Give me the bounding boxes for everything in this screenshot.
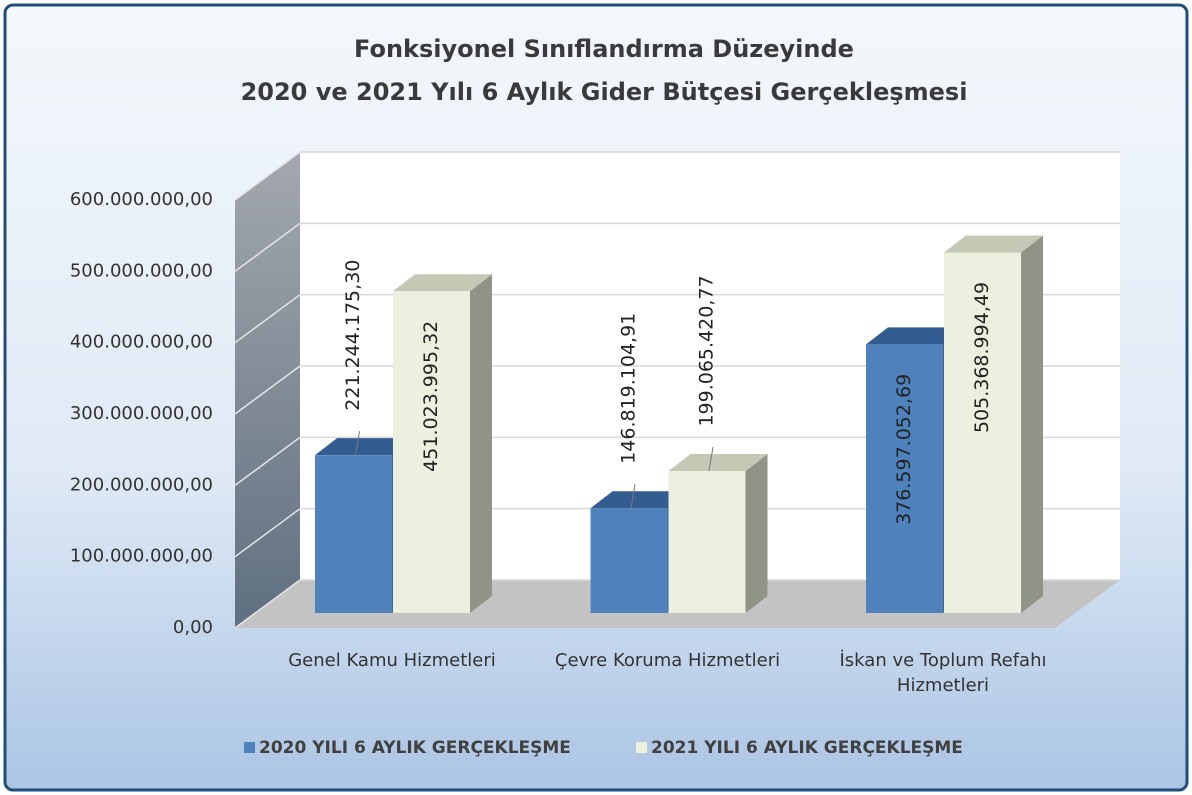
y-tick-label: 400.000.000,00 xyxy=(70,332,213,353)
legend-swatch xyxy=(244,742,255,753)
bar-side xyxy=(745,454,768,613)
legend-swatch xyxy=(636,742,647,753)
grid-line xyxy=(234,508,301,558)
data-label: 146.819.104,91 xyxy=(618,313,640,464)
x-tick-label: Genel Kamu Hizmetleri xyxy=(288,650,496,671)
x-tick-label: İskan ve Toplum Refahı Hizmetleri xyxy=(839,650,1047,696)
bar xyxy=(944,252,1021,613)
grid-line xyxy=(234,579,301,629)
bar-side xyxy=(1021,235,1043,613)
bar-top xyxy=(944,235,1043,253)
y-tick-label: 200.000.000,00 xyxy=(70,474,213,495)
bar xyxy=(668,471,746,613)
data-label: 199.065.420,77 xyxy=(696,275,718,426)
legend-label: 2020 YILI 6 AYLIK GERÇEKLEŞME xyxy=(259,738,571,758)
y-tick-label: 300.000.000,00 xyxy=(70,403,213,424)
leader-line xyxy=(708,446,714,472)
chart-title: Fonksiyonel Sınıflandırma Düzeyinde xyxy=(354,35,854,63)
bar xyxy=(393,291,470,613)
grid-line xyxy=(234,222,301,272)
bar-top xyxy=(315,438,414,456)
grid-line xyxy=(234,365,301,415)
y-tick-label: 600.000.000,00 xyxy=(70,189,213,210)
grid-line xyxy=(234,294,301,344)
y-tick-label: 0,00 xyxy=(173,617,213,638)
bar-top xyxy=(590,491,690,509)
grid-line xyxy=(234,151,301,201)
bar-top xyxy=(668,454,768,471)
bar xyxy=(315,455,392,613)
grid-line xyxy=(234,436,301,486)
bar-top xyxy=(866,327,965,345)
bar-side xyxy=(470,274,492,613)
leader-line xyxy=(355,431,360,456)
data-label: 451.023.995,32 xyxy=(420,321,442,472)
data-label: 505.368.994,49 xyxy=(971,282,993,433)
data-label: 376.597.052,69 xyxy=(893,374,915,525)
data-label: 221.244.175,30 xyxy=(342,260,364,411)
bar xyxy=(590,508,668,613)
leader-line xyxy=(630,484,636,509)
bar-top xyxy=(393,274,492,292)
legend-label: 2021 YILI 6 AYLIK GERÇEKLEŞME xyxy=(651,738,963,758)
chart-title: 2020 ve 2021 Yılı 6 Aylık Gider Bütçesi … xyxy=(241,78,968,106)
y-tick-label: 500.000.000,00 xyxy=(70,260,213,281)
x-tick-label: Çevre Koruma Hizmetleri xyxy=(554,650,781,671)
y-tick-label: 100.000.000,00 xyxy=(70,546,213,567)
bar xyxy=(866,344,943,613)
